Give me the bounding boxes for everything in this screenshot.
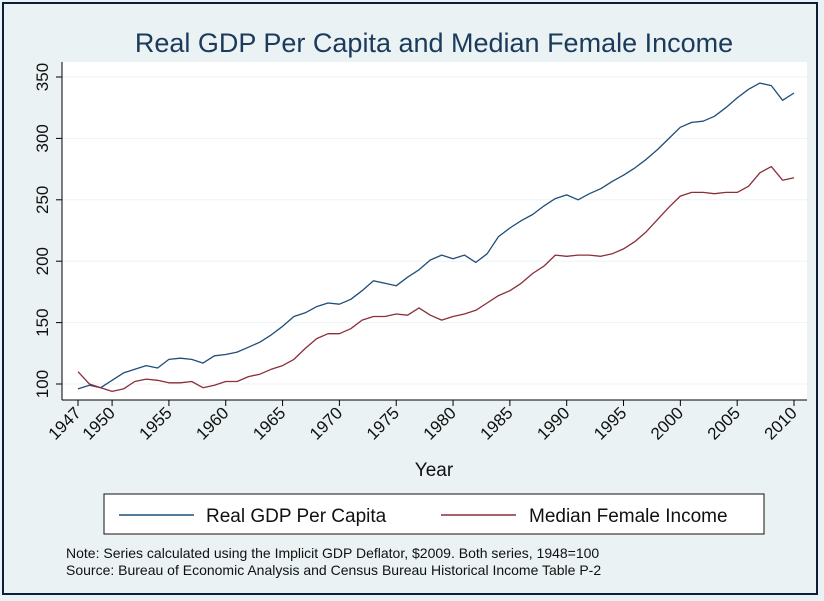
x-axis-title: Year	[415, 460, 454, 481]
y-tick-label: 250	[33, 186, 52, 214]
y-tick-label: 300	[33, 124, 52, 152]
series-lines	[77, 82, 795, 393]
x-tick-label: 1985	[477, 403, 517, 443]
x-tick-label: 1970	[306, 403, 346, 443]
x-tick-label: 2005	[704, 403, 744, 443]
x-tick-label: 1947	[45, 403, 85, 443]
series-line-real-gdp	[77, 82, 795, 390]
legend: Real GDP Per Capita Median Female Income	[103, 493, 765, 535]
legend-label-real-gdp: Real GDP Per Capita	[206, 506, 387, 527]
x-tick-label: 2010	[761, 403, 801, 443]
source-line: Source: Bureau of Economic Analysis and …	[66, 562, 601, 578]
chart-frame: Real GDP Per Capita and Median Female In…	[2, 2, 818, 595]
x-tick-label: 1975	[363, 403, 403, 443]
x-tick-label: 1965	[249, 403, 289, 443]
x-tick-label: 1980	[420, 403, 460, 443]
y-tick-label: 350	[33, 63, 52, 91]
x-tick-label: 2000	[647, 403, 687, 443]
x-tick-label: 1960	[192, 403, 232, 443]
x-tick-label: 1990	[533, 403, 573, 443]
y-tick-label: 200	[33, 247, 52, 275]
y-tick-label: 150	[33, 308, 52, 336]
legend-label-female-income: Median Female Income	[529, 506, 728, 527]
plot-area	[62, 62, 807, 400]
chart-title: Real GDP Per Capita and Median Female In…	[135, 28, 733, 58]
x-tick-label: 1955	[136, 403, 176, 443]
y-gridlines	[62, 76, 807, 385]
x-tick-label: 1950	[79, 403, 119, 443]
x-tick-label: 1995	[590, 403, 630, 443]
legend-box	[103, 493, 765, 535]
y-axis: 100 150 200 250 300 350	[33, 62, 63, 400]
chart: Real GDP Per Capita and Median Female In…	[33, 28, 807, 578]
y-tick-label: 100	[33, 370, 52, 398]
series-line-female-income	[77, 165, 795, 393]
note-line: Note: Series calculated using the Implic…	[66, 545, 599, 561]
